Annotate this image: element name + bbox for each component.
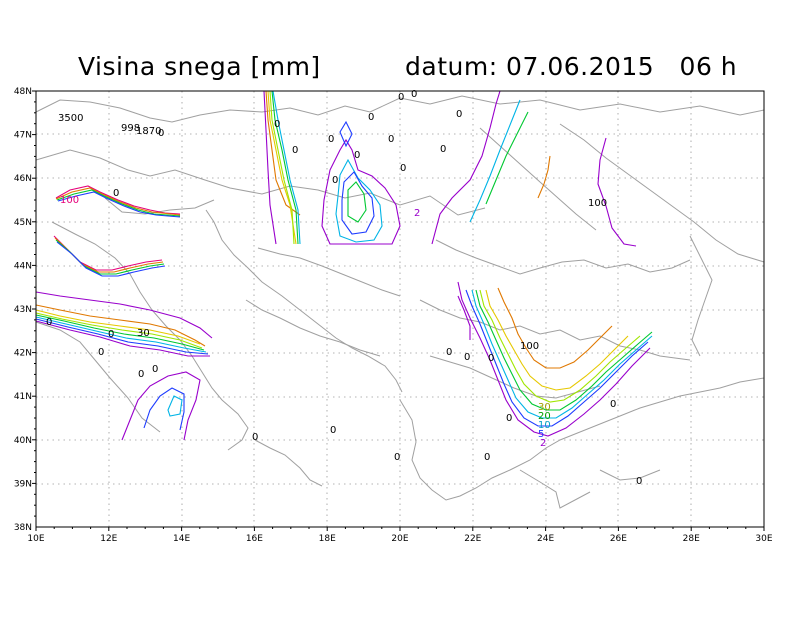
- zero-contour-label: 0: [610, 399, 616, 410]
- x-tick-label: 26E: [610, 534, 627, 544]
- y-tick-label: 39N: [14, 479, 32, 489]
- zero-contour-label: 0: [46, 317, 52, 328]
- x-tick-label: 18E: [319, 534, 336, 544]
- zero-contour-label: 0: [446, 347, 452, 358]
- zero-contour-label: 0: [138, 369, 144, 380]
- snow-contours: [35, 90, 653, 441]
- contour-label: 5: [538, 429, 544, 440]
- contour-label: 1870: [136, 126, 161, 137]
- y-tick-label: 41N: [14, 392, 32, 402]
- y-tick-label: 38N: [14, 523, 32, 533]
- contour-label: 998: [121, 123, 140, 134]
- zero-contour-label: 0: [252, 432, 258, 443]
- zero-contour-label: 0: [274, 119, 280, 130]
- x-tick-label: 24E: [537, 534, 554, 544]
- zero-contour-label: 0: [113, 188, 119, 199]
- zero-contour-label: 0: [330, 425, 336, 436]
- zero-contour-label: 0: [440, 144, 446, 155]
- x-tick-label: 20E: [391, 534, 408, 544]
- x-tick-label: 28E: [683, 534, 700, 544]
- contour-label: 2: [414, 208, 420, 219]
- zero-contour-label: 0: [388, 134, 394, 145]
- x-tick-label: 10E: [27, 534, 44, 544]
- y-tick-label: 43N: [14, 305, 32, 315]
- y-axis-labels: 48N 47N 46N 45N 44N 43N 42N 41N 40N 39N 38N: [14, 87, 32, 533]
- zero-contour-label: 0: [332, 175, 338, 186]
- tick-marks: [32, 90, 765, 531]
- zero-labels: 0 0 0 0 0 0 0 0 0 0 0 0 0 0 0 0 0 0 0 0 0 0 0 0 0 0 0 0 0: [46, 89, 642, 487]
- zero-contour-label: 0: [456, 109, 462, 120]
- contour-label: 20: [538, 411, 551, 422]
- y-tick-label: 40N: [14, 436, 32, 446]
- zero-contour-label: 0: [400, 163, 406, 174]
- zero-contour-label: 0: [464, 352, 470, 363]
- map-title: Visina snega [mm]: [78, 52, 321, 81]
- y-tick-label: 46N: [14, 174, 32, 184]
- zero-contour-label: 0: [368, 112, 374, 123]
- y-tick-label: 48N: [14, 87, 32, 97]
- y-tick-label: 42N: [14, 349, 32, 359]
- contour-label: 100: [60, 195, 79, 206]
- contour-label: 10: [538, 420, 551, 431]
- x-tick-label: 12E: [100, 534, 117, 544]
- zero-contour-label: 0: [411, 89, 417, 100]
- contour-label: 3500: [58, 113, 83, 124]
- zero-contour-label: 0: [328, 134, 334, 145]
- contour-label: 30: [538, 402, 551, 413]
- x-tick-label: 22E: [464, 534, 481, 544]
- zero-contour-label: 0: [488, 353, 494, 364]
- contour-label: 100: [520, 341, 539, 352]
- y-tick-label: 47N: [14, 131, 32, 141]
- zero-contour-label: 0: [636, 476, 642, 487]
- x-axis-labels: 10E 12E 14E 16E 18E 20E 22E 24E 26E 28E 30E: [27, 534, 772, 544]
- zero-contour-label: 0: [158, 128, 164, 139]
- y-tick-label: 45N: [14, 218, 32, 228]
- contour-label: 30: [137, 328, 150, 339]
- zero-contour-label: 0: [292, 145, 298, 156]
- zero-contour-label: 0: [398, 92, 404, 103]
- zero-contour-label: 0: [484, 452, 490, 463]
- zero-contour-label: 0: [98, 347, 104, 358]
- x-tick-label: 14E: [173, 534, 190, 544]
- zero-contour-label: 0: [108, 329, 114, 340]
- map-grid: [36, 91, 764, 527]
- x-tick-label: 30E: [755, 534, 772, 544]
- zero-contour-label: 0: [152, 364, 158, 375]
- date-label: datum: 07.06.2015 06 h: [405, 52, 738, 81]
- contour-label: 2: [540, 438, 546, 449]
- x-tick-label: 16E: [246, 534, 263, 544]
- y-tick-label: 44N: [14, 261, 32, 271]
- zero-contour-label: 0: [506, 413, 512, 424]
- zero-contour-label: 0: [394, 452, 400, 463]
- zero-contour-label: 0: [354, 150, 360, 161]
- contour-label: 100: [588, 198, 607, 209]
